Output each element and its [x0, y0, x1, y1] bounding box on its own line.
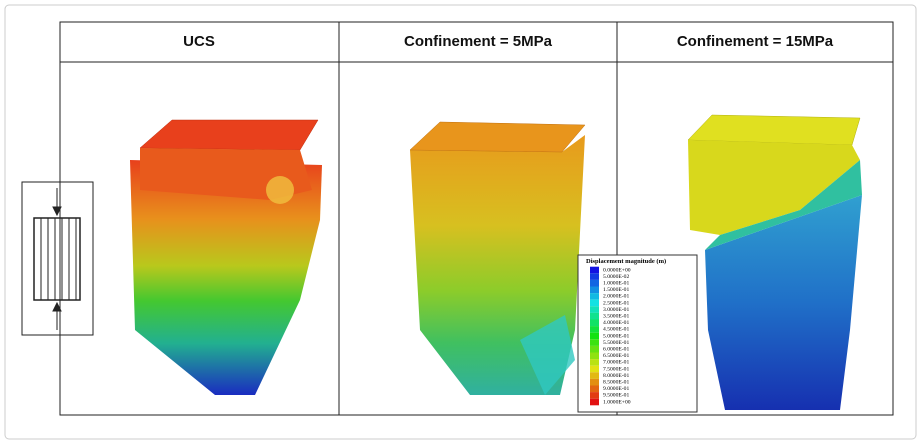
legend-label: 9.5000E-01: [603, 393, 629, 399]
legend-swatch: [590, 339, 599, 346]
legend-label: 8.5000E-01: [603, 379, 629, 385]
legend-label: 6.5000E-01: [603, 353, 629, 359]
legend-label: 8.0000E-01: [603, 373, 629, 379]
legend-swatch: [590, 392, 599, 399]
legend-label: 3.5000E-01: [603, 313, 629, 319]
legend-swatch: [590, 312, 599, 320]
legend-swatch: [590, 273, 599, 280]
legend-label: 5.5000E-01: [603, 340, 629, 346]
panel-title: Confinement = 15MPa: [677, 33, 834, 50]
panel-title: UCS: [183, 33, 215, 50]
legend-swatch: [590, 372, 599, 379]
legend-label: 2.0000E-01: [603, 294, 629, 300]
legend-label: 6.0000E-01: [603, 346, 629, 352]
legend-label: 0.0000E+00: [603, 267, 631, 273]
legend-label: 5.0000E-02: [603, 274, 629, 280]
loading-diagram: [21, 181, 94, 336]
legend-swatch: [590, 319, 599, 327]
legend-swatch: [590, 352, 599, 360]
legend-swatch: [590, 326, 599, 333]
legend-swatch: [590, 365, 599, 373]
legend-label: 7.0000E-01: [603, 360, 629, 366]
legend-swatch: [590, 266, 599, 274]
legend-swatch: [590, 378, 599, 386]
legend-swatch: [590, 359, 599, 366]
legend-label: 4.0000E-01: [603, 320, 629, 326]
legend-title: Displacement magnitude (m): [586, 258, 666, 265]
legend-label: 9.0000E-01: [603, 386, 629, 392]
legend-swatch: [590, 398, 599, 406]
specimen-5mpa: [409, 121, 586, 395]
legend-swatch: [590, 279, 599, 287]
legend-label: 7.5000E-01: [603, 366, 629, 372]
legend-swatch: [590, 299, 599, 307]
legend-swatch: [590, 306, 599, 313]
legend-label: 1.0000E+00: [603, 399, 631, 405]
panel-title: Confinement = 5MPa: [404, 33, 553, 50]
legend-swatch: [590, 293, 599, 300]
legend-label: 1.0000E-01: [603, 280, 629, 286]
legend-label: 5.0000E-01: [603, 333, 629, 339]
legend-label: 2.5000E-01: [603, 300, 629, 306]
specimen-ucs: [130, 119, 322, 395]
legend-swatch: [590, 286, 599, 294]
legend-swatch: [590, 385, 599, 393]
legend-label: 1.5000E-01: [603, 287, 629, 293]
specimen-15mpa: [687, 114, 862, 410]
legend-label: 3.0000E-01: [603, 307, 629, 313]
legend-label: 4.5000E-01: [603, 327, 629, 333]
legend-swatch: [590, 332, 599, 340]
legend-swatch: [590, 345, 599, 353]
